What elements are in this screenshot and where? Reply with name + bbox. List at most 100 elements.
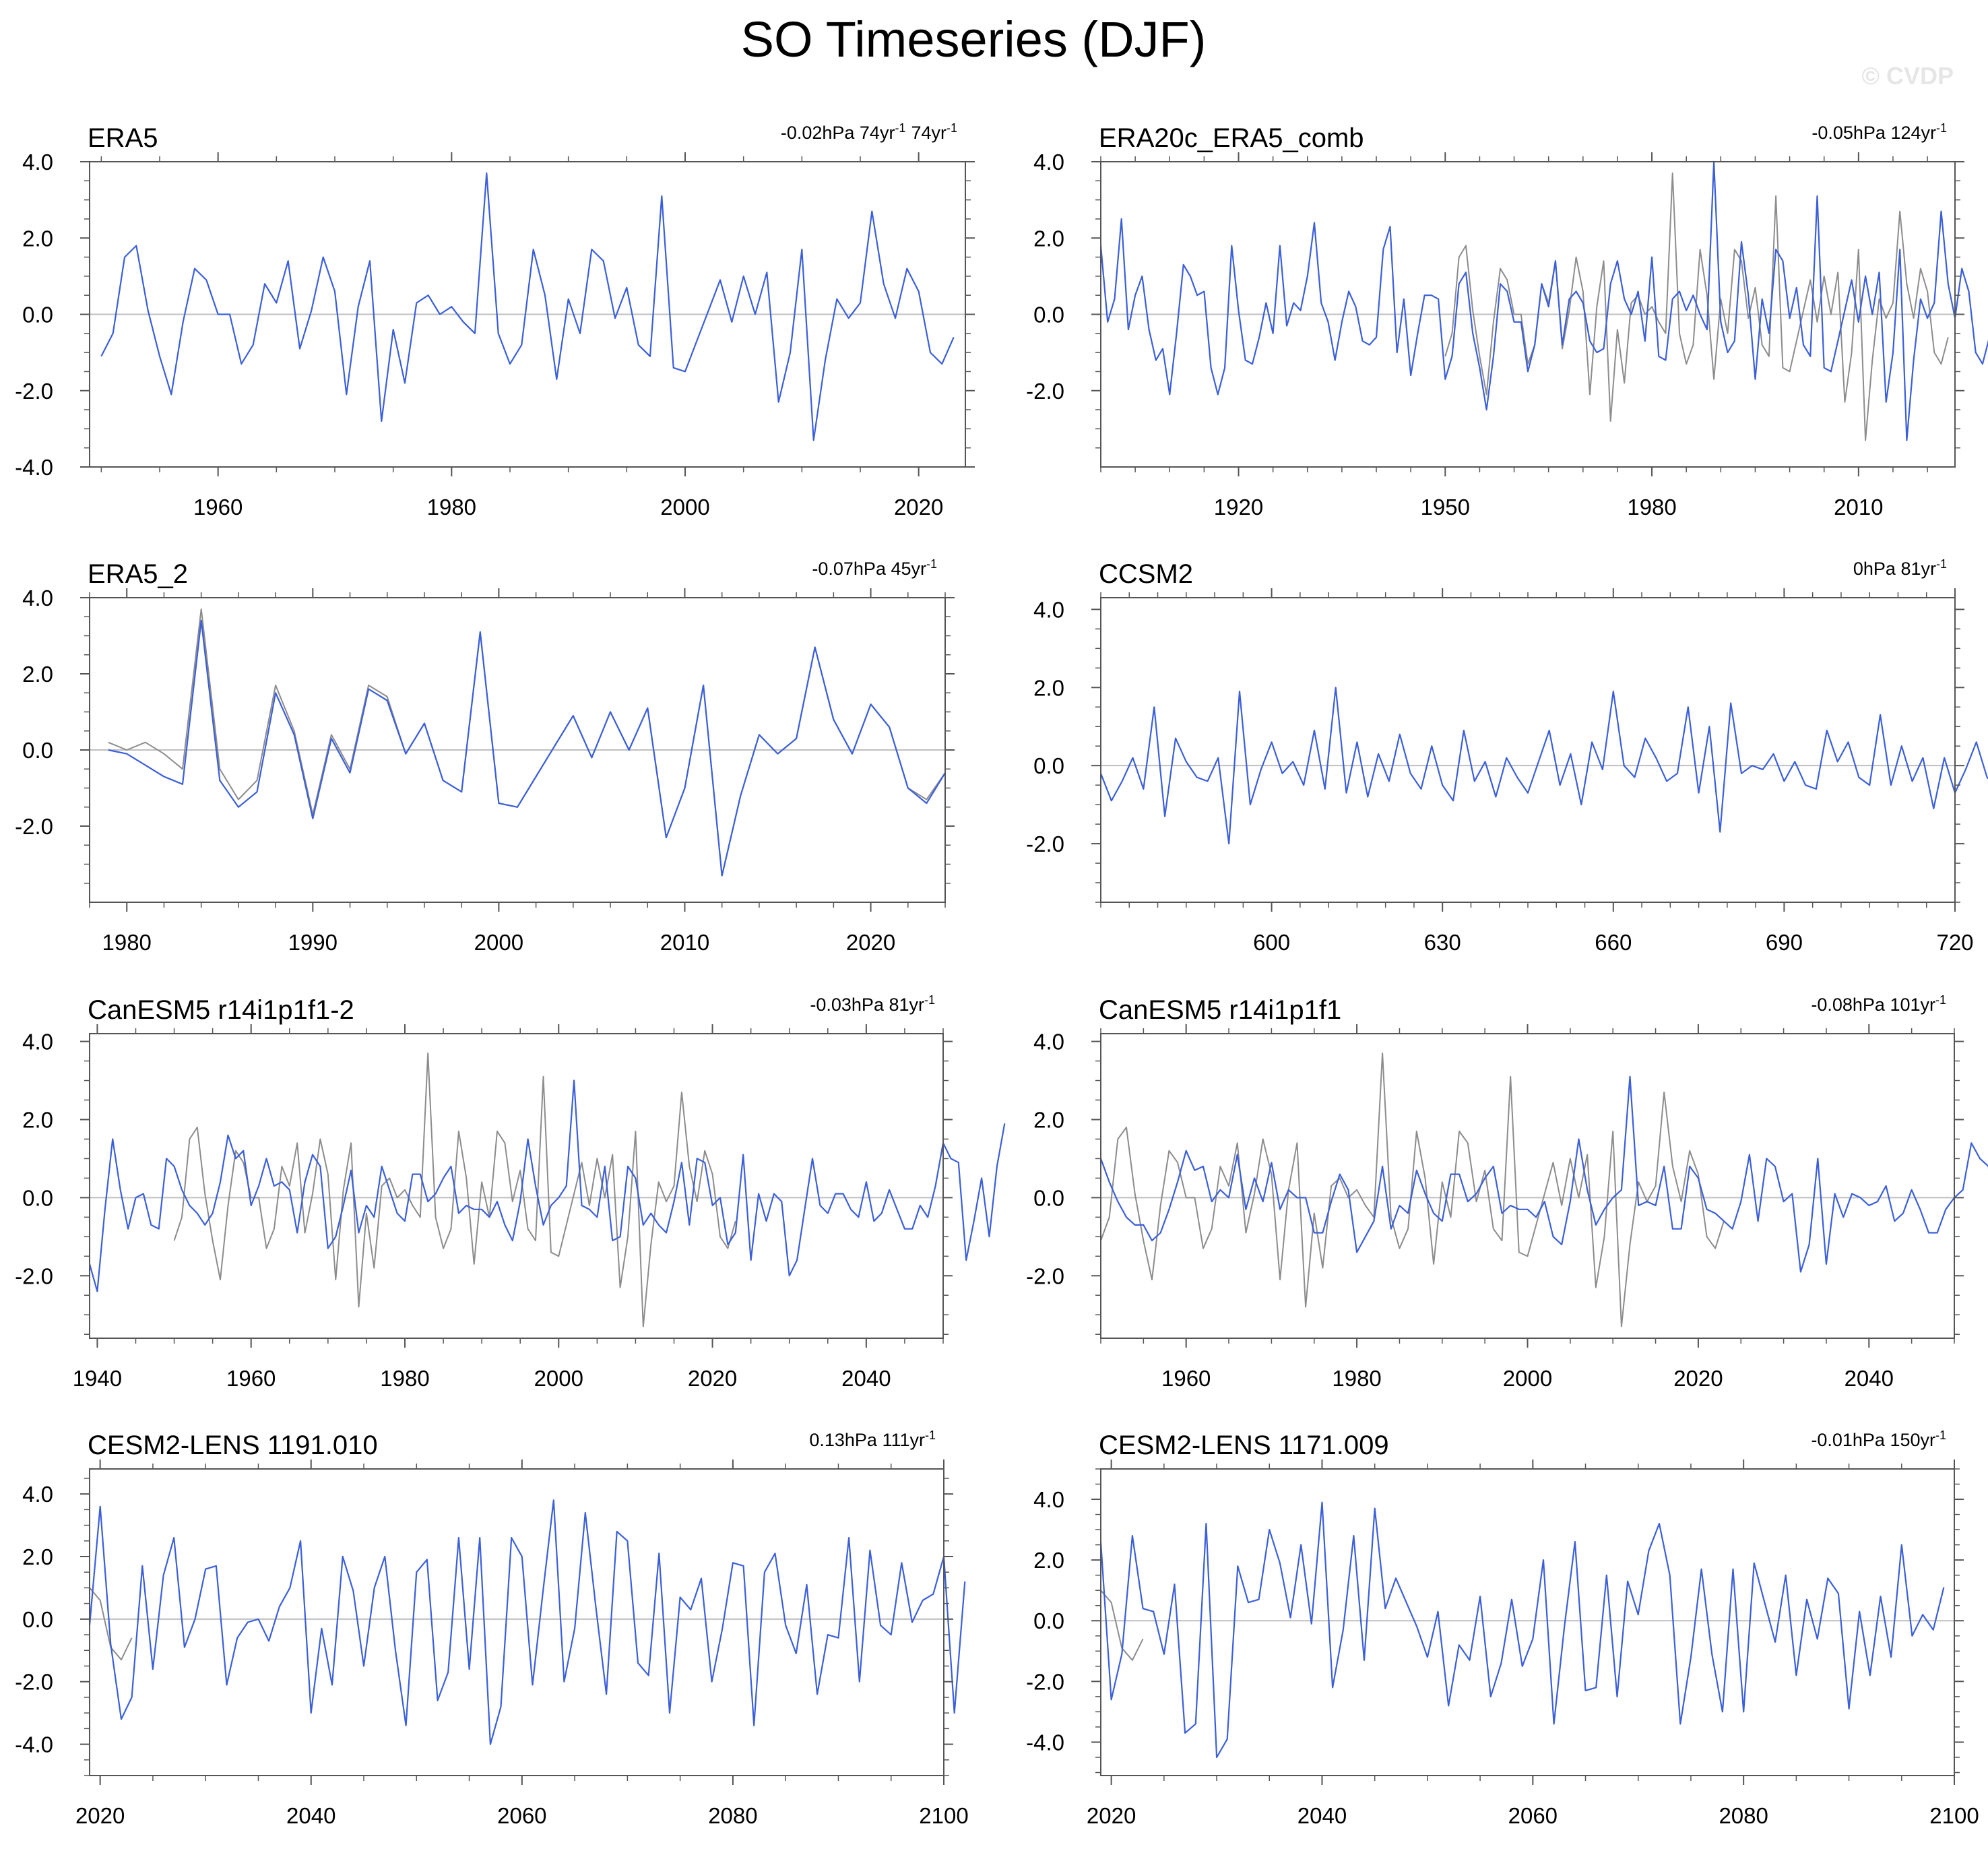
x-tick-label: 2100: [919, 1803, 968, 1828]
observed-series-line: [1100, 1053, 1725, 1327]
panel-title: CCSM2: [1099, 559, 1193, 589]
x-tick-label: 2080: [708, 1803, 757, 1828]
x-tick-label: 1980: [1332, 1366, 1381, 1391]
panel-stat: -0.05hPa 124yr-1: [1811, 121, 1947, 143]
y-tick-label: 4.0: [22, 586, 53, 610]
y-tick-label: 2.0: [22, 1107, 53, 1132]
y-tick-label: 2.0: [1033, 1548, 1064, 1573]
x-tick-label: 1980: [427, 495, 476, 520]
model-series-line: [1099, 1075, 1988, 1273]
y-tick-label: -2.0: [15, 814, 53, 839]
panel-3: ERA5_2 -0.07hPa 45yr-1 -2.0 0.0 2.0 4.0 1980 19…: [15, 557, 955, 955]
y-tick-label: -2.0: [1026, 1263, 1064, 1288]
y-tick-label: -4.0: [1026, 1730, 1064, 1755]
y-tick-label: 0.0: [22, 303, 53, 327]
x-tick-label: 690: [1766, 930, 1803, 955]
y-tick-label: 4.0: [22, 1030, 53, 1055]
panel-stat: 0hPa 81yr-1: [1853, 557, 1947, 579]
x-tick-label: 660: [1595, 930, 1632, 955]
model-series-line: [1099, 160, 1988, 441]
y-tick-label: 0.0: [22, 1607, 53, 1632]
model-series-line: [1099, 687, 1988, 845]
x-tick-label: 2060: [1508, 1803, 1558, 1828]
figure-title: SO Timeseries (DJF): [741, 11, 1207, 67]
y-tick-label: 4.0: [22, 1482, 53, 1507]
x-tick-label: 2080: [1719, 1803, 1768, 1828]
model-series-line: [88, 1499, 966, 1745]
panel-title: CanESM5 r14i1p1f1: [1099, 995, 1341, 1025]
panel-title: CESM2-LENS 1171.009: [1099, 1431, 1389, 1460]
panel-2: ERA20c_ERA5_comb -0.05hPa 124yr-1 -2.0 0.0 2…: [1026, 121, 1988, 520]
x-tick-label: 1920: [1214, 495, 1263, 520]
x-tick-label: 1990: [288, 930, 338, 955]
panel-title: ERA20c_ERA5_comb: [1099, 123, 1364, 153]
y-tick-label: 4.0: [22, 150, 53, 175]
x-tick-label: 1940: [73, 1366, 122, 1391]
panel-6: CanESM5 r14i1p1f1 -0.08hPa 101yr-1 -2.0 0.0…: [1026, 993, 1988, 1391]
plot-frame: [89, 1033, 944, 1339]
panel-title: ERA5_2: [88, 559, 188, 589]
x-tick-label: 2000: [1503, 1366, 1552, 1391]
panel-8: CESM2-LENS 1171.009 -0.01hPa 150yr-1 -4.0 -…: [1026, 1429, 1979, 1828]
x-tick-label: 600: [1253, 930, 1290, 955]
y-tick-label: 2.0: [22, 1544, 53, 1569]
plot-frame: [1100, 1468, 1955, 1776]
observed-series-line: [1444, 172, 1949, 441]
panel-7: CESM2-LENS 1191.010 0.13hPa 111yr-1 -4.0 -2…: [15, 1429, 969, 1828]
x-tick-label: 2020: [1087, 1803, 1136, 1828]
x-tick-label: 2010: [660, 930, 709, 955]
x-tick-label: 2040: [1845, 1366, 1894, 1391]
y-tick-label: 2.0: [1033, 675, 1064, 700]
panel-stat: -0.08hPa 101yr-1: [1811, 993, 1946, 1015]
y-tick-label: -2.0: [15, 1670, 53, 1695]
y-tick-label: 2.0: [22, 226, 53, 251]
y-tick-label: 4.0: [1033, 1030, 1064, 1055]
x-tick-label: 2000: [474, 930, 523, 955]
x-tick-label: 2000: [534, 1366, 583, 1391]
x-tick-label: 2020: [1673, 1366, 1723, 1391]
y-tick-label: 2.0: [22, 662, 53, 687]
observed-series-line: [108, 608, 946, 877]
panel-stat: -0.01hPa 150yr-1: [1811, 1429, 1946, 1450]
y-tick-label: 0.0: [22, 738, 53, 763]
model-series-line: [108, 619, 946, 877]
x-tick-label: 2020: [75, 1803, 125, 1828]
x-tick-label: 2040: [1297, 1803, 1347, 1828]
y-tick-label: -2.0: [15, 379, 53, 404]
model-series-line: [100, 172, 955, 441]
plot-frame: [1100, 597, 1956, 903]
panel-4: CCSM2 0hPa 81yr-1 -2.0 0.0 2.0 4.0 600 630 660 69…: [1026, 557, 1988, 955]
observed-series-line: [173, 1053, 736, 1327]
x-tick-label: 1980: [102, 930, 152, 955]
y-tick-label: -2.0: [1026, 832, 1064, 856]
x-tick-label: 1950: [1421, 495, 1470, 520]
y-tick-label: 0.0: [1033, 1185, 1064, 1210]
x-tick-label: 630: [1424, 930, 1461, 955]
y-tick-label: 2.0: [1033, 226, 1064, 251]
y-tick-label: 2.0: [1033, 1107, 1064, 1132]
x-tick-label: 2100: [1929, 1803, 1979, 1828]
x-tick-label: 2010: [1834, 495, 1883, 520]
panel-title: ERA5: [88, 123, 158, 153]
y-tick-label: 0.0: [1033, 303, 1064, 327]
x-tick-label: 2020: [894, 495, 943, 520]
watermark: © CVDP: [1861, 62, 1954, 90]
y-tick-label: -4.0: [15, 1732, 53, 1757]
y-tick-label: 0.0: [1033, 1608, 1064, 1633]
x-tick-label: 1980: [380, 1366, 429, 1391]
x-tick-label: 2060: [497, 1803, 546, 1828]
panel-title: CanESM5 r14i1p1f1-2: [88, 995, 354, 1025]
model-series-line: [88, 1079, 1006, 1292]
y-tick-label: -2.0: [1026, 1669, 1064, 1694]
plot-frame: [89, 1468, 944, 1776]
y-tick-label: 4.0: [1033, 150, 1064, 175]
x-tick-label: 2020: [688, 1366, 737, 1391]
panel-5: CanESM5 r14i1p1f1-2 -0.03hPa 81yr-1 -2.0 0.…: [15, 993, 1006, 1391]
y-tick-label: 0.0: [22, 1185, 53, 1210]
y-tick-label: -2.0: [15, 1263, 53, 1288]
x-tick-label: 1960: [193, 495, 243, 520]
x-tick-label: 720: [1936, 930, 1973, 955]
panel-stat: -0.03hPa 81yr-1: [810, 993, 935, 1015]
y-tick-label: 0.0: [1033, 753, 1064, 778]
